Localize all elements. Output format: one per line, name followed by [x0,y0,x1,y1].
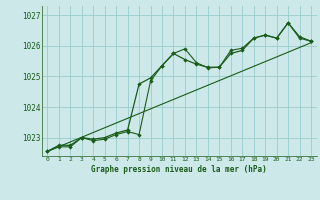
X-axis label: Graphe pression niveau de la mer (hPa): Graphe pression niveau de la mer (hPa) [91,165,267,174]
